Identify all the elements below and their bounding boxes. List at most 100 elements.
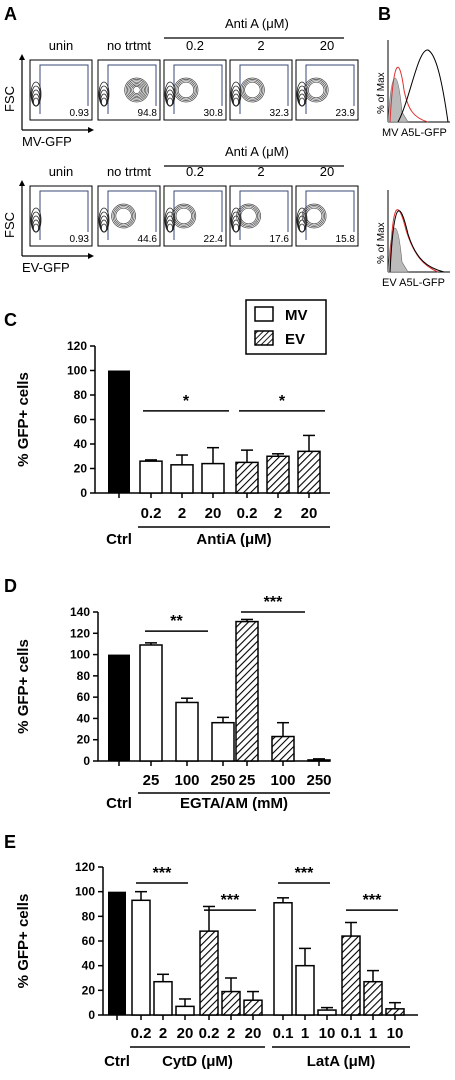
x-category-label: 1 [301,1025,309,1042]
bar-mv [175,701,199,762]
gate-outline [107,190,157,240]
column-label: 20 [320,38,334,53]
treatment-header: Anti A (μM) [225,16,289,31]
x-category-label: 2 [178,505,186,522]
hist-y-label: % of Max [376,72,387,114]
population-contour [173,77,199,103]
bar-mv [317,1009,337,1016]
chart-c: 0 20 40 60 80 100 120 % GFP+ cells Ctrl 0.2 2 20 0.2… [15,339,330,548]
hist-x-label: MV A5L-GFP [382,127,447,139]
x-category-label: 100 [270,772,295,789]
population-contour [101,223,108,233]
population-contour [308,81,325,99]
y-tick-label: 40 [77,711,91,725]
x-category-label: 100 [174,772,199,789]
column-label: unin [49,164,74,179]
population-contour [33,97,40,107]
bar-mv [170,464,194,494]
population-contour [112,205,135,227]
population-contour [128,81,145,99]
bar-mv [273,902,293,1016]
hist-red-line [389,209,439,273]
chart-legend: MV EV [245,299,327,355]
gate-outline [305,64,355,114]
population-contour [303,205,326,227]
y-tick-label: 0 [80,486,87,500]
y-tick-label: 20 [77,733,91,747]
x-category-label: 0.2 [141,505,162,522]
hist-x-label: EV A5L-GFP [382,277,445,289]
y-tick-label: 120 [67,339,87,353]
x-category-label: 1 [369,1025,377,1042]
column-label: no trtmt [107,38,151,53]
y-axis-label: FSC [2,212,17,238]
legend-label-ev: EV [285,331,305,348]
legend-swatch-mv [254,306,274,322]
gate-outline [107,64,157,114]
bar-ev [363,980,383,1016]
population-contour [175,207,192,225]
x-category-label: 250 [210,772,235,789]
significance-star: * [183,393,190,410]
y-axis-title: % GFP+ cells [15,639,32,734]
population-contour [172,205,195,227]
column-label: 0.2 [186,38,204,53]
arrowhead [19,54,25,60]
bar-ev [307,759,331,762]
x-category-label: 20 [245,1025,262,1042]
y-axis-title: % GFP+ cells [15,894,32,989]
gate-outline [239,190,289,240]
group-title: LatA (μM) [307,1053,376,1070]
bar-ev [235,461,259,494]
population-contour [232,223,239,233]
gate-percentage: 23.9 [336,108,356,119]
population-contour [306,80,326,100]
x-category-label: 0.2 [131,1025,152,1042]
y-tick-label: 20 [82,983,96,997]
population-contour [129,83,144,97]
population-contour [171,203,197,229]
x-axis-label: EV-GFP [22,260,70,275]
gate-percentage: 22.4 [204,234,224,245]
significance-star: *** [363,892,382,909]
gate-percentage: 30.8 [204,108,224,119]
population-contour [298,97,305,107]
x-category-label: 10 [387,1025,404,1042]
population-contour [111,203,136,229]
population-contour [304,206,324,226]
y-tick-label: 40 [82,959,96,973]
population-contour [240,77,265,103]
population-contour [114,206,134,226]
column-label: 0.2 [186,164,204,179]
gate-percentage: 17.6 [270,234,290,245]
population-contour [175,79,197,101]
significance-star: *** [295,865,314,882]
population-contour [240,207,257,225]
y-tick-label: 100 [75,885,95,899]
significance-star: *** [221,892,240,909]
bar-ev [271,735,295,762]
x-category-label: 0.1 [273,1025,294,1042]
arrowhead [88,253,94,259]
gate-outline [239,64,289,114]
gate-outline [39,190,89,240]
y-tick-label: 0 [83,754,90,768]
y-tick-label: 120 [70,626,90,640]
population-contour [239,206,259,226]
population-contour [174,206,194,226]
x-category-label: 20 [205,505,222,522]
population-contour [176,80,196,100]
population-contour [177,81,195,99]
x-category-label: 0.1 [341,1025,362,1042]
y-tick-label: 60 [74,413,88,427]
bar-ev [221,990,241,1016]
gate-percentage: 0.93 [70,108,90,119]
x-category-label: 20 [301,505,318,522]
y-tick-label: 100 [67,364,87,378]
population-contour [305,207,323,225]
significance-star: * [279,393,286,410]
group-title: CytD (μM) [162,1053,233,1070]
population-contour [242,80,262,100]
bar-mv [201,462,225,494]
bar-ev [243,999,263,1016]
